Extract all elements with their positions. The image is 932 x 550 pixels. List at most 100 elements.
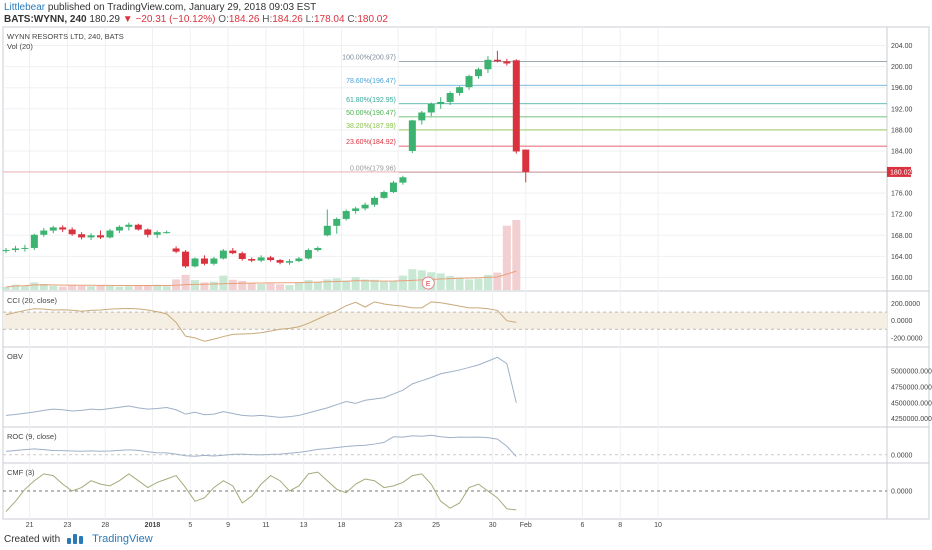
candle-body bbox=[475, 69, 482, 77]
price-tick-label: 204.00 bbox=[891, 43, 913, 50]
volume-bar bbox=[181, 274, 190, 290]
indicator-line bbox=[5, 434, 517, 457]
volume-bar bbox=[68, 285, 77, 290]
volume-bar bbox=[276, 284, 285, 290]
price-tick-label: 176.00 bbox=[891, 191, 913, 198]
candle-body bbox=[163, 232, 171, 234]
indicator-title: OBV bbox=[7, 352, 23, 361]
author-link[interactable]: Littlebear bbox=[4, 2, 46, 13]
candle-body bbox=[210, 258, 218, 264]
candle-body bbox=[219, 250, 227, 259]
low-label: L: bbox=[305, 14, 314, 25]
earnings-marker bbox=[421, 276, 435, 290]
candle-body bbox=[59, 227, 67, 230]
candle-body bbox=[418, 112, 426, 121]
volume-bar bbox=[11, 284, 20, 290]
volume-bar bbox=[257, 283, 266, 290]
candle-body bbox=[248, 259, 256, 261]
candle-body bbox=[172, 248, 180, 252]
candle-body bbox=[144, 229, 152, 235]
volume-bar bbox=[370, 279, 379, 290]
fib-level-label: 38.20%(187.99) bbox=[346, 123, 396, 130]
volume-bar bbox=[266, 283, 275, 290]
tradingview-brand[interactable]: TradingView bbox=[92, 533, 153, 545]
price-tick-label: 196.00 bbox=[891, 85, 913, 92]
candle-body bbox=[106, 230, 114, 238]
volume-bar bbox=[238, 280, 247, 290]
tradingview-logo-icon bbox=[65, 533, 87, 545]
high-value: 184.26 bbox=[272, 14, 303, 25]
volume-bar bbox=[20, 285, 29, 290]
volume-bar bbox=[87, 286, 96, 290]
candle-body bbox=[49, 227, 57, 231]
publish-info: published on TradingView.com, January 29… bbox=[47, 2, 317, 13]
volume-bar bbox=[502, 225, 511, 290]
low-value: 178.04 bbox=[313, 14, 345, 25]
volume-bar bbox=[49, 285, 58, 290]
volume-bar bbox=[493, 272, 502, 290]
time-tick-label: 18 bbox=[338, 522, 346, 529]
time-tick-label: 25 bbox=[432, 522, 440, 529]
candle-body bbox=[446, 92, 454, 102]
indicator-tick-label: 0.0000 bbox=[891, 452, 913, 459]
candle-body bbox=[314, 247, 322, 251]
candle-body bbox=[134, 224, 142, 230]
publish-line: Littlebear published on TradingView.com,… bbox=[4, 2, 928, 14]
time-tick-label: 10 bbox=[654, 522, 662, 529]
price-tick-label: 168.00 bbox=[891, 233, 913, 240]
fib-level-label: 100.00%(200.97) bbox=[342, 55, 396, 62]
symbol-label: BATS:WYNN, 240 bbox=[4, 14, 87, 25]
volume-bar bbox=[332, 278, 341, 290]
candle-body bbox=[21, 247, 29, 249]
down-arrow-icon: ▼ bbox=[122, 14, 133, 25]
symbol-line: BATS:WYNN, 240 180.29 ▼ −20.31 (−10.12%)… bbox=[4, 14, 928, 26]
chart-header: Littlebear published on TradingView.com,… bbox=[4, 2, 928, 26]
candle-body bbox=[295, 258, 303, 262]
fib-level-label: 23.60%(184.92) bbox=[346, 139, 396, 146]
created-with-label: Created with bbox=[4, 533, 61, 545]
volume-bar bbox=[124, 286, 133, 290]
time-tick-label: 8 bbox=[618, 522, 622, 529]
candle-body bbox=[87, 235, 95, 238]
indicator-tick-label: 0.0000 bbox=[891, 489, 913, 496]
candle-body bbox=[68, 229, 76, 235]
candle-body bbox=[380, 192, 388, 198]
high-label: H: bbox=[262, 14, 273, 25]
candle-body bbox=[191, 258, 199, 267]
indicator-line bbox=[5, 471, 517, 512]
fib-level-label: 0.00%(179.96) bbox=[350, 165, 396, 172]
candle-body bbox=[484, 59, 492, 70]
volume-bar bbox=[162, 286, 171, 290]
candle-body bbox=[389, 182, 397, 193]
indicator-line bbox=[5, 301, 517, 342]
indicator-title: ROC (9, close) bbox=[7, 432, 57, 441]
time-tick-label: 13 bbox=[300, 522, 308, 529]
volume-bar bbox=[446, 276, 455, 290]
indicator-tick-label: -200.0000 bbox=[891, 335, 923, 342]
candle-body bbox=[323, 225, 331, 236]
close-value: 180.02 bbox=[357, 14, 388, 25]
volume-bar bbox=[294, 282, 303, 290]
candle-body bbox=[40, 230, 48, 235]
candle-body bbox=[182, 251, 190, 267]
volume-bar bbox=[228, 279, 237, 290]
fib-level-label: 78.60%(196.47) bbox=[346, 78, 396, 85]
candle-body bbox=[333, 218, 341, 226]
volume-bar bbox=[361, 279, 370, 290]
candle-body bbox=[493, 59, 501, 62]
time-tick-label: 23 bbox=[64, 522, 72, 529]
volume-bar bbox=[134, 285, 143, 290]
price-tick-label: 200.00 bbox=[891, 64, 913, 71]
fib-level-label: 50.00%(190.47) bbox=[346, 110, 396, 117]
volume-bar bbox=[465, 279, 474, 290]
candle-body bbox=[276, 260, 284, 263]
candle-body bbox=[512, 60, 520, 152]
earnings-marker-label: E bbox=[426, 281, 431, 288]
close-label: C: bbox=[347, 14, 358, 25]
chart-subtitle: Vol (20) bbox=[7, 42, 33, 51]
time-tick-label: 28 bbox=[101, 522, 109, 529]
volume-bar bbox=[342, 280, 351, 290]
time-tick-label: 11 bbox=[262, 522, 269, 529]
volume-bar bbox=[474, 278, 483, 290]
